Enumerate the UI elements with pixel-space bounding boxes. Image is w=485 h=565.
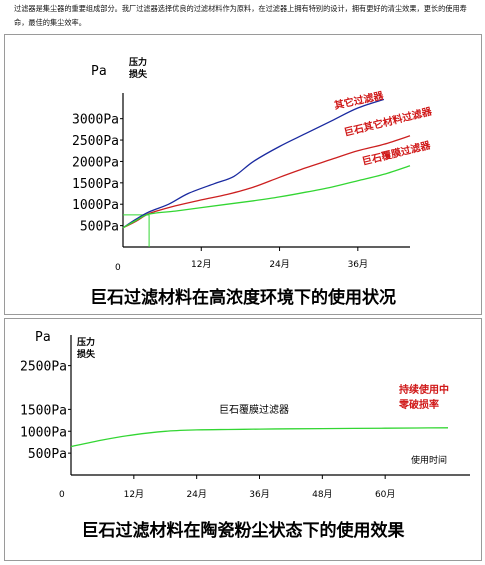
series-line	[122, 98, 385, 229]
series-line	[122, 135, 411, 229]
series-line	[122, 165, 411, 229]
origin-label: 0	[115, 263, 121, 273]
x-tick-label: 36月	[249, 489, 269, 500]
chart-caption: 巨石过滤材料在高浓度环境下的使用状况	[90, 287, 396, 308]
series-label: 巨石覆膜过滤器	[361, 138, 433, 168]
y-tick-label: 3000Pa	[72, 113, 119, 128]
chart-ceramic-dust: Pa 压力损失 使用时间 0 500Pa 1000Pa 1500Pa 2500Pa 1…	[20, 330, 470, 541]
y-tick-label: 2500Pa	[20, 360, 67, 375]
origin-label: 0	[59, 490, 65, 500]
annotation-line: 零破损率	[398, 398, 439, 411]
y-tick-label: 500Pa	[28, 447, 67, 462]
x-tick-label: 60月	[375, 489, 395, 500]
series-label: 其它过滤器	[333, 89, 386, 112]
y-unit-label: Pa	[35, 330, 51, 345]
y-tick-label: 1500Pa	[72, 177, 119, 192]
y-axis-title: 压力损失	[129, 56, 148, 80]
x-tick-label: 48月	[312, 489, 332, 500]
intro-text: 过滤器是集尘器的重要组成部分。我厂过滤器选择优良的过滤材料作为原料，在过滤器上拥…	[14, 4, 467, 27]
y-tick-label: 2000Pa	[72, 155, 119, 170]
x-tick-label: 12月	[191, 259, 211, 270]
x-tick-label: 24月	[186, 489, 206, 500]
chart-high-concentration: Pa 压力损失 0 500Pa 1000Pa 1500Pa 2000Pa 2500Pa 3…	[72, 56, 434, 308]
x-tick-label: 36月	[348, 259, 368, 270]
chart-panel-high-concentration: Pa 压力损失 0 500Pa 1000Pa 1500Pa 2000Pa 2500Pa 3…	[4, 34, 482, 315]
y-tick-label: 2500Pa	[72, 134, 119, 149]
y-tick-label: 1500Pa	[20, 403, 67, 418]
series-label: 巨石其它材料过滤器	[343, 104, 434, 139]
y-tick-label: 1000Pa	[20, 425, 67, 440]
series-line	[70, 427, 449, 448]
x-axis-title: 使用时间	[411, 454, 447, 466]
annotation-line: 持续使用中	[399, 383, 449, 396]
y-tick-label: 1000Pa	[72, 198, 119, 213]
x-tick-label: 24月	[269, 259, 289, 270]
series-label: 巨石覆膜过滤器	[219, 403, 289, 416]
y-unit-label: Pa	[91, 64, 107, 79]
chart-panel-ceramic-dust: Pa 压力损失 使用时间 0 500Pa 1000Pa 1500Pa 2500Pa 1…	[4, 318, 482, 561]
y-axis-title: 压力损失	[77, 336, 96, 360]
y-tick-label: 500Pa	[80, 220, 119, 235]
x-tick-label: 12月	[124, 489, 144, 500]
chart-caption: 巨石过滤材料在陶瓷粉尘状态下的使用效果	[82, 520, 405, 541]
